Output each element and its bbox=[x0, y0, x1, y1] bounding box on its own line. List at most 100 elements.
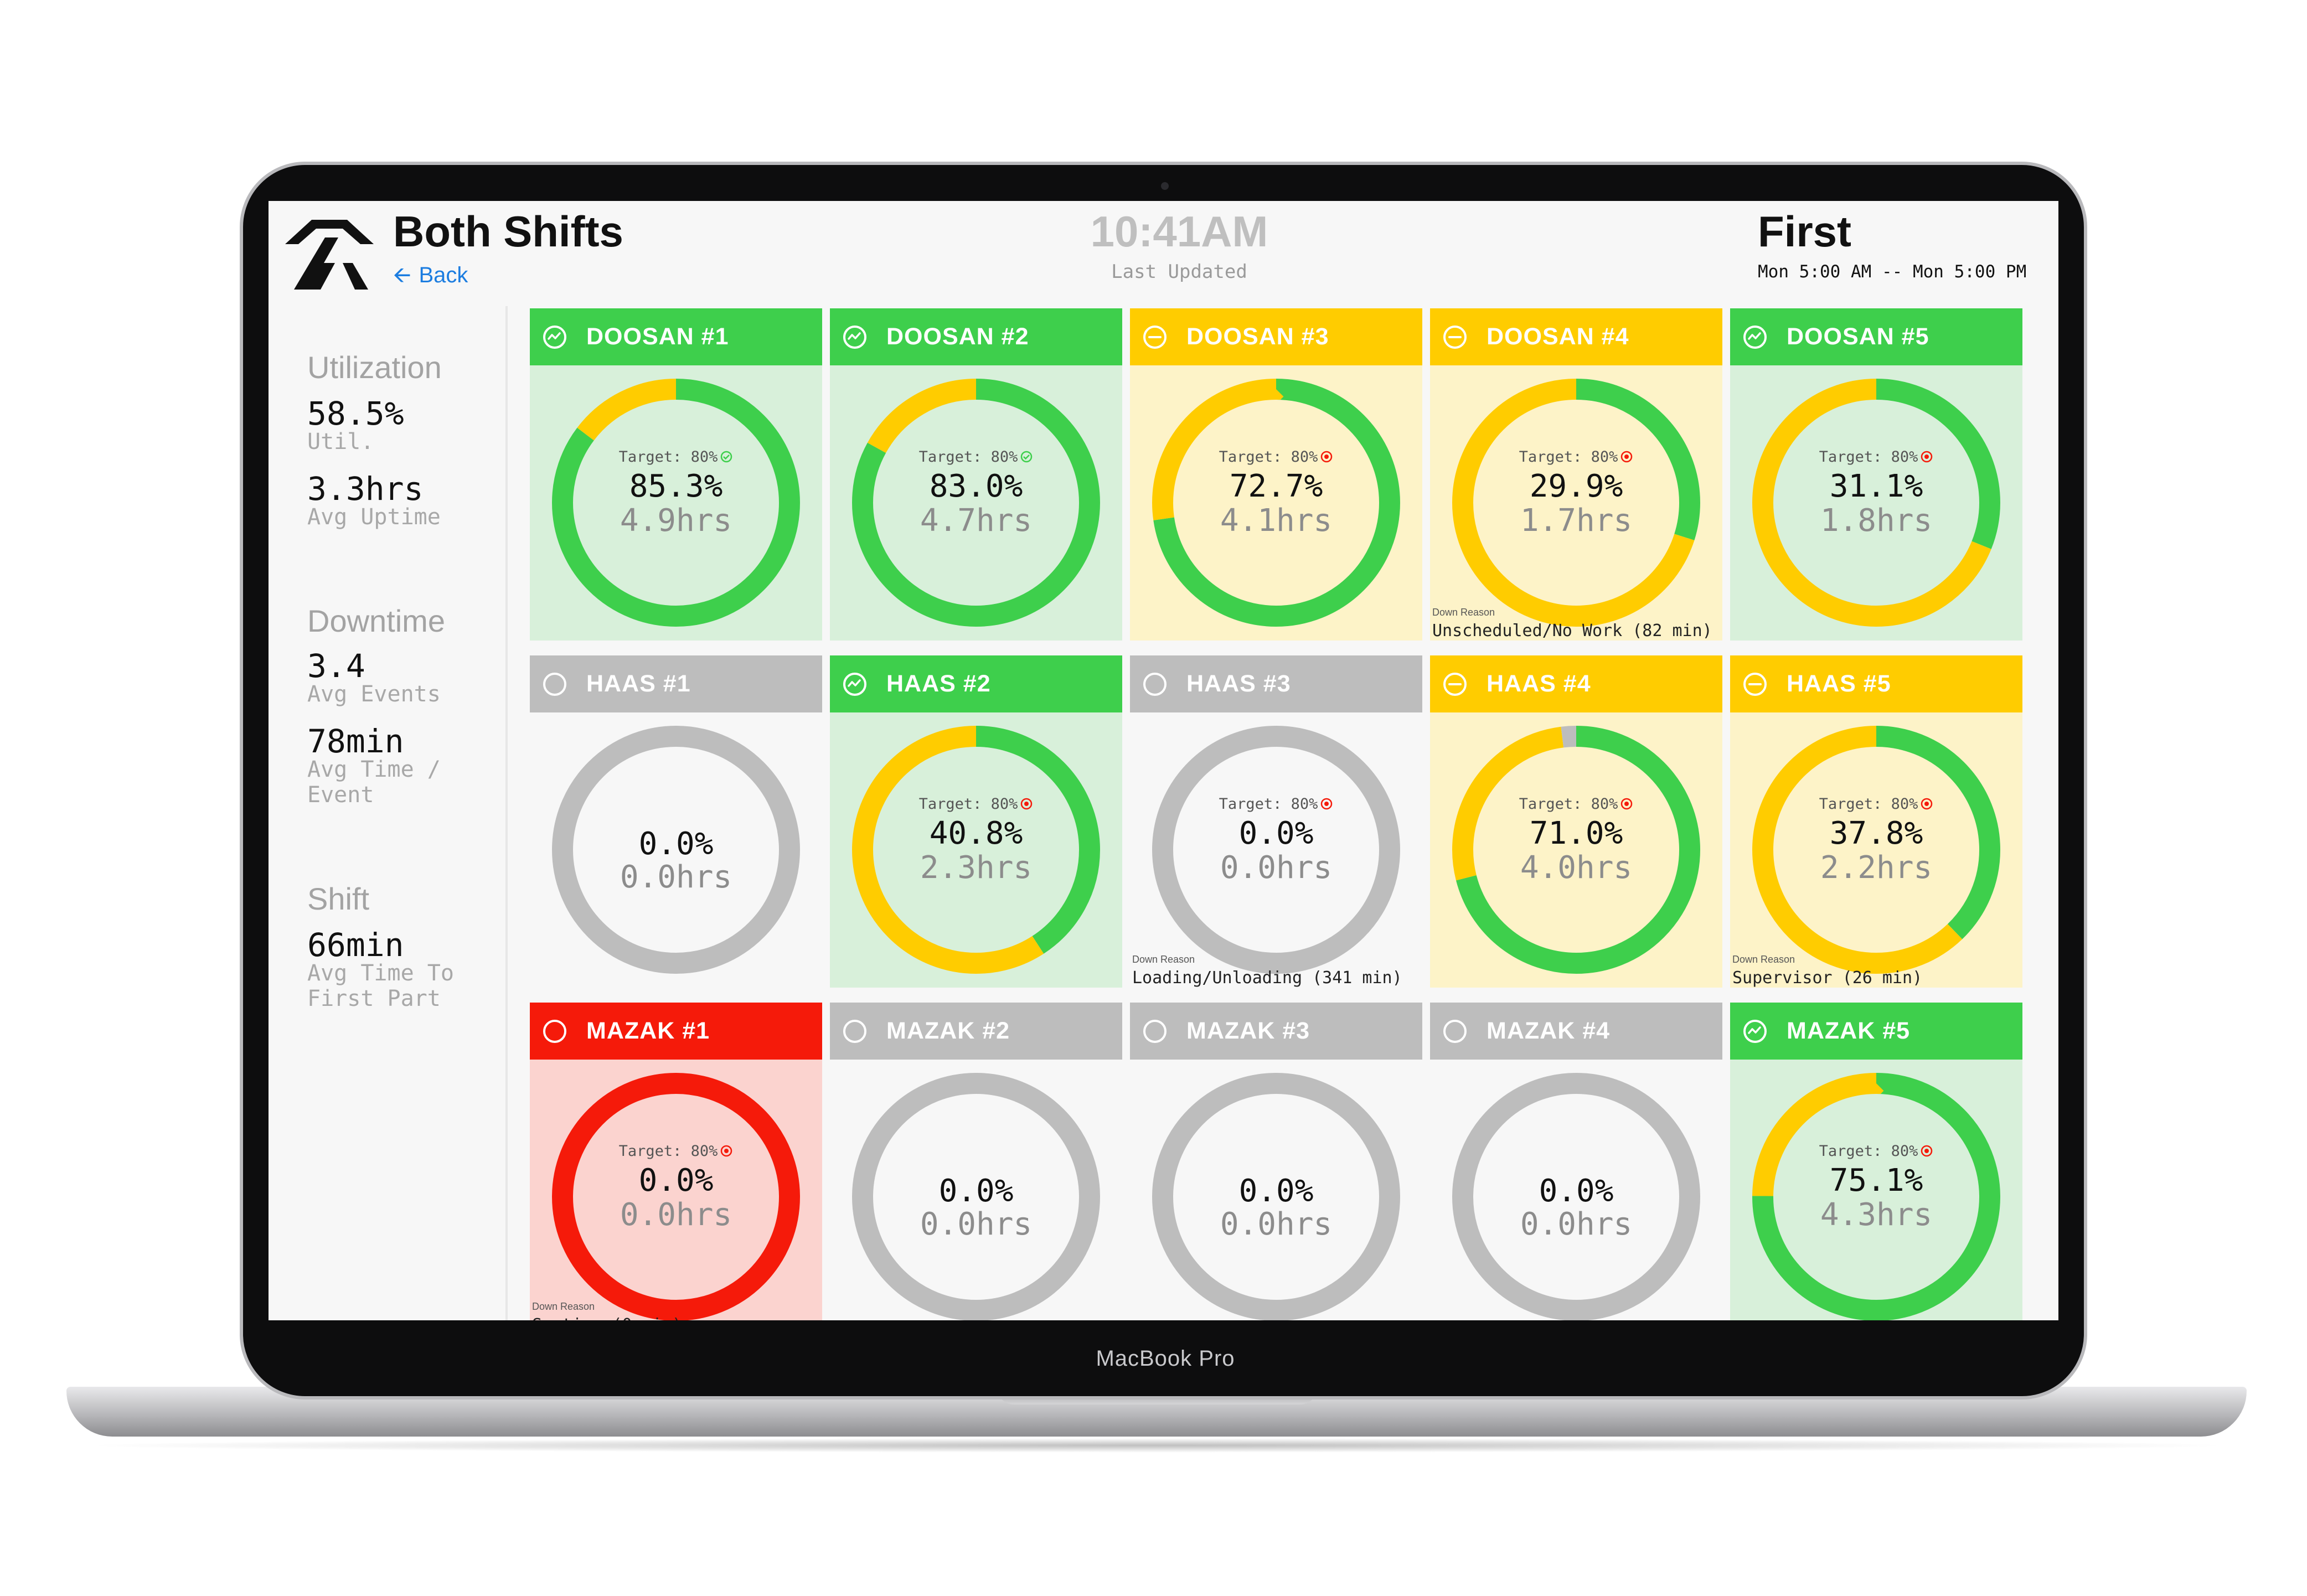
machine-card[interactable]: HAAS #1 0.0% 0.0hrs bbox=[530, 655, 822, 988]
ring-segment-red bbox=[552, 1073, 800, 1320]
machine-card-header[interactable]: HAAS #1 bbox=[530, 655, 822, 712]
target-label: Target: 80% bbox=[1730, 448, 2022, 466]
back-link[interactable]: 🡨 Back bbox=[393, 259, 468, 297]
idle-status-icon bbox=[1143, 325, 1167, 349]
machine-card-header[interactable]: MAZAK #4 bbox=[1430, 1003, 1722, 1060]
machine-card[interactable]: DOOSAN #4 Target: 80% 29.9% 1.7hrs Down Reas… bbox=[1430, 308, 1722, 641]
machine-card-header[interactable]: DOOSAN #2 bbox=[830, 308, 1122, 365]
machine-name: HAAS #1 bbox=[586, 670, 691, 697]
machine-card[interactable]: HAAS #2 Target: 80% 40.8% 2.3hrs bbox=[830, 655, 1122, 988]
machine-card-header[interactable]: HAAS #4 bbox=[1430, 655, 1722, 712]
down-reason-text: Loading/Unloading (341 min) bbox=[1132, 968, 1402, 988]
machine-card-header[interactable]: MAZAK #2 bbox=[830, 1003, 1122, 1060]
target-met-check-icon bbox=[1021, 451, 1033, 463]
machine-name: DOOSAN #4 bbox=[1487, 323, 1629, 350]
machine-card-header[interactable]: DOOSAN #3 bbox=[1130, 308, 1422, 365]
uptime-hours: 0.0hrs bbox=[620, 859, 732, 895]
machine-card-header[interactable]: MAZAK #5 bbox=[1730, 1003, 2022, 1060]
utilization-percent: 0.0% bbox=[638, 826, 714, 862]
camera-icon bbox=[1161, 182, 1169, 190]
machine-card-header[interactable]: HAAS #5 bbox=[1730, 655, 2022, 712]
uptime-hours: 0.0hrs bbox=[1220, 850, 1333, 886]
machine-card-header[interactable]: HAAS #3 bbox=[1130, 655, 1422, 712]
machine-card[interactable]: HAAS #5 Target: 80% 37.8% 2.2hrs Down Reason… bbox=[1730, 655, 2022, 988]
target-text: Target: 80% bbox=[1219, 448, 1318, 466]
target-text: Target: 80% bbox=[1819, 796, 1918, 813]
target-missed-icon bbox=[1321, 451, 1333, 463]
machine-card-header[interactable]: DOOSAN #4 bbox=[1430, 308, 1722, 365]
machine-card-body: Target: 80% 37.8% 2.2hrs Down Reason Supervi… bbox=[1730, 712, 2022, 988]
target-text: Target: 80% bbox=[1519, 448, 1618, 466]
machine-card[interactable]: DOOSAN #5 Target: 80% 31.1% 1.8hrs bbox=[1730, 308, 2022, 641]
machine-card[interactable]: MAZAK #2 0.0% 0.0hrs bbox=[830, 1003, 1122, 1320]
machine-card[interactable]: HAAS #4 Target: 80% 71.0% 4.0hrs bbox=[1430, 655, 1722, 988]
target-text: Target: 80% bbox=[1819, 448, 1918, 466]
laptop-shadow bbox=[78, 1438, 2237, 1453]
avg-time-to-first-part-label: Avg Time To First Part bbox=[307, 960, 454, 1011]
machine-name: HAAS #5 bbox=[1787, 670, 1891, 697]
clock: 10:41AM bbox=[1090, 207, 1268, 256]
uptime-hours: 2.2hrs bbox=[1820, 850, 1933, 886]
machine-card-body: Target: 80% 85.3% 4.9hrs bbox=[530, 365, 822, 641]
uptime-hours: 4.1hrs bbox=[1220, 503, 1333, 539]
machine-card[interactable]: MAZAK #5 Target: 80% 75.1% 4.3hrs bbox=[1730, 1003, 2022, 1320]
utilization-percent: 83.0% bbox=[929, 468, 1023, 504]
running-status-icon bbox=[843, 672, 866, 696]
utilization-ring bbox=[552, 1073, 800, 1320]
machine-card-body: 0.0% 0.0hrs bbox=[530, 712, 822, 988]
offline-status-icon bbox=[543, 672, 566, 696]
uptime-hours: 0.0hrs bbox=[1520, 1206, 1633, 1242]
target-missed-icon bbox=[1921, 798, 1933, 810]
utilization-percent: 85.3% bbox=[629, 468, 723, 504]
machine-card-header[interactable]: MAZAK #1 bbox=[530, 1003, 822, 1060]
avg-events-label: Avg Events bbox=[307, 681, 441, 707]
utilization-percent: 0.0% bbox=[1539, 1173, 1614, 1209]
utilization-percent: 0.0% bbox=[1238, 1173, 1314, 1209]
summary-sidebar: Utilization 58.5% Util. 3.3hrs Avg Uptim… bbox=[269, 306, 508, 1320]
machine-card-header[interactable]: HAAS #2 bbox=[830, 655, 1122, 712]
machine-card-body: Target: 80% 75.1% 4.3hrs bbox=[1730, 1060, 2022, 1320]
target-text: Target: 80% bbox=[1819, 1143, 1918, 1160]
target-label: Target: 80% bbox=[530, 1143, 822, 1160]
uptime-hours: 1.8hrs bbox=[1820, 503, 1933, 539]
uptime-hours: 4.0hrs bbox=[1520, 850, 1633, 886]
machine-name: MAZAK #5 bbox=[1787, 1017, 1911, 1044]
avg-uptime-value: 3.3hrs bbox=[307, 470, 424, 508]
machine-card[interactable]: DOOSAN #3 Target: 80% 72.7% 4.1hrs bbox=[1130, 308, 1422, 641]
utilization-ring bbox=[852, 726, 1100, 974]
running-status-icon bbox=[1743, 1019, 1767, 1043]
target-text: Target: 80% bbox=[918, 796, 1018, 813]
uptime-hours: 4.7hrs bbox=[920, 503, 1033, 539]
avg-uptime-label: Avg Uptime bbox=[307, 504, 441, 530]
target-text: Target: 80% bbox=[1519, 796, 1618, 813]
ring-segment-green bbox=[1752, 1073, 2000, 1320]
utilization-percent: 0.0% bbox=[938, 1173, 1014, 1209]
ring-segment-gray bbox=[552, 726, 800, 974]
machine-card[interactable]: DOOSAN #1 Target: 80% 85.3% 4.9hrs bbox=[530, 308, 822, 641]
utilization-ring bbox=[1452, 726, 1700, 974]
downtime-section-title: Downtime bbox=[307, 603, 445, 638]
machine-card[interactable]: HAAS #3 Target: 80% 0.0% 0.0hrs Down Reason L… bbox=[1130, 655, 1422, 988]
machine-card[interactable]: MAZAK #4 0.0% 0.0hrs bbox=[1430, 1003, 1722, 1320]
uptime-hours: 1.7hrs bbox=[1520, 503, 1633, 539]
back-link-label: Back bbox=[419, 263, 468, 287]
idle-status-icon bbox=[1443, 672, 1467, 696]
machine-card-body: Target: 80% 0.0%0.0hrs Down Reason Sorting … bbox=[530, 1060, 822, 1320]
machine-card-body: 0.0% 0.0hrs bbox=[1130, 1060, 1422, 1320]
idle-status-icon bbox=[1443, 325, 1467, 349]
machine-card-header[interactable]: DOOSAN #5 bbox=[1730, 308, 2022, 365]
ring-segment-yellow bbox=[1452, 379, 1700, 627]
machine-name: MAZAK #2 bbox=[886, 1017, 1010, 1044]
machine-card-header[interactable]: DOOSAN #1 bbox=[530, 308, 822, 365]
target-text: Target: 80% bbox=[618, 448, 718, 466]
machine-card[interactable]: MAZAK #3 0.0% 0.0hrs bbox=[1130, 1003, 1422, 1320]
machine-card[interactable]: MAZAK #1 Target: 80% 0.0% 0.0hrs Down Reason… bbox=[530, 1003, 822, 1320]
utilization-percent: 37.8% bbox=[1829, 815, 1923, 851]
utilization-percent: 31.1% bbox=[1829, 468, 1923, 504]
target-missed-icon bbox=[721, 1145, 732, 1157]
ring-segment-yellow bbox=[852, 379, 1100, 627]
avg-events-value: 3.4 bbox=[307, 647, 365, 685]
machine-card-header[interactable]: MAZAK #3 bbox=[1130, 1003, 1422, 1060]
machine-card[interactable]: DOOSAN #2 Target: 80% 83.0% 4.7hrs bbox=[830, 308, 1122, 641]
util-label: Util. bbox=[307, 429, 374, 454]
